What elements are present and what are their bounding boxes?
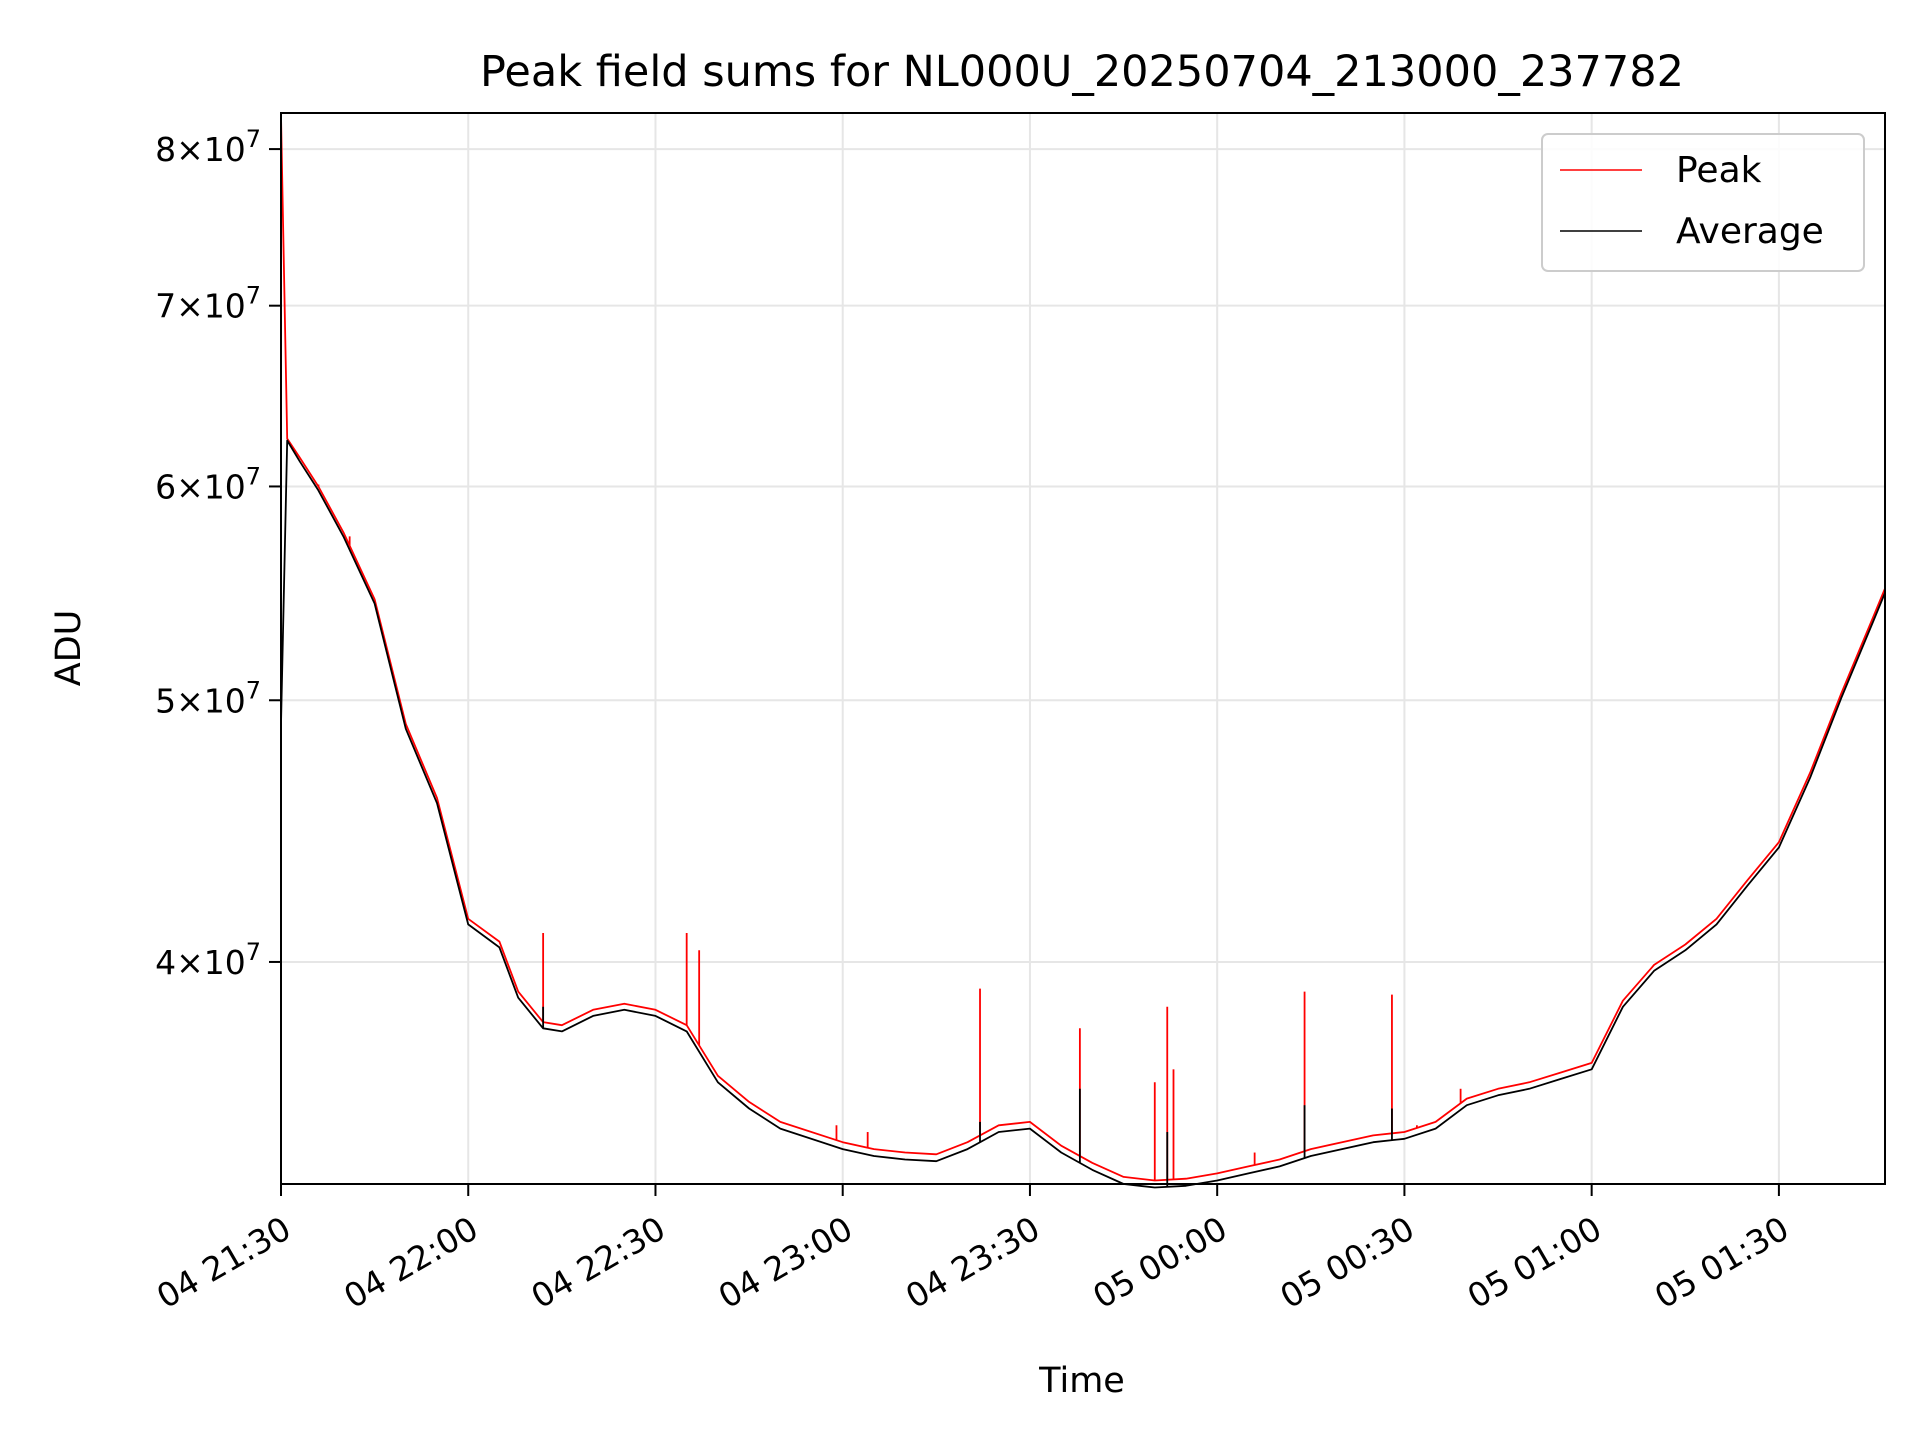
y-tick-label: 4×107 (155, 938, 261, 982)
grid (280, 113, 1885, 1184)
y-tick-label: 5×107 (155, 676, 261, 720)
y-tick-label: 6×107 (155, 462, 261, 506)
plot-frame (280, 112, 1886, 1185)
x-axis-title: Time (1038, 1361, 1125, 1401)
legend-box (1541, 133, 1865, 272)
legend: Peak Average (1541, 133, 1865, 272)
series-layer (280, 115, 1886, 1189)
y-axis-title: ADU (49, 610, 89, 687)
series-line-peak (280, 115, 1886, 1182)
y-axis: 4×107 5×107 6×107 7×107 8×107 (155, 125, 281, 982)
legend-label-average: Average (1676, 211, 1824, 252)
chart-title: Peak field sums for NL000U_20250704_2130… (480, 47, 1684, 97)
y-tick-label: 7×107 (155, 282, 261, 326)
series-line-average (280, 439, 1886, 1189)
y-tick-label: 8×107 (155, 125, 261, 169)
legend-label-peak: Peak (1676, 150, 1762, 191)
